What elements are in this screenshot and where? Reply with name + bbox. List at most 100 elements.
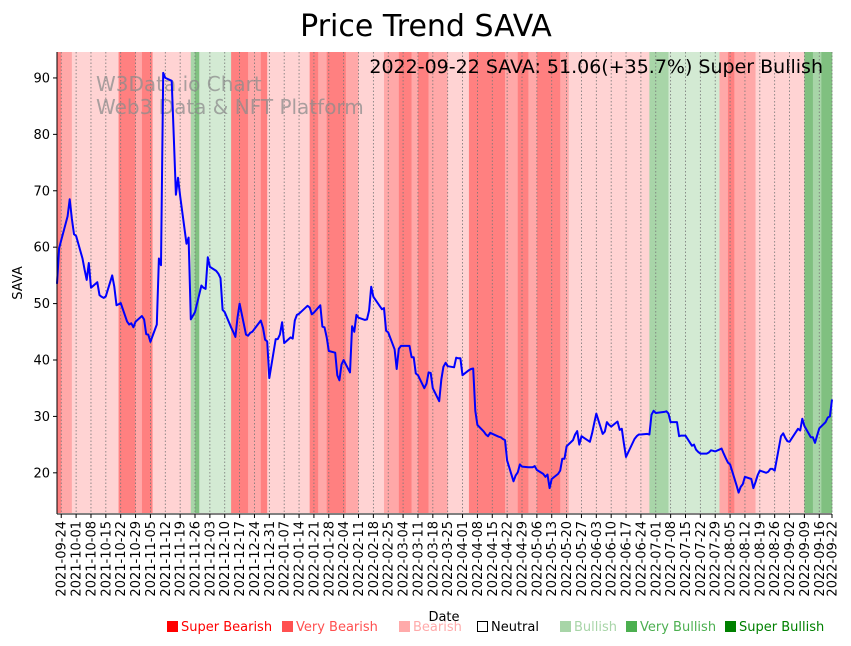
- sentiment-band-very-bearish: [141, 52, 153, 513]
- x-tick-label: 2022-08-05: [724, 521, 739, 597]
- very-bullish-swatch-icon: [626, 621, 637, 632]
- sentiment-band-bullish-light: [668, 52, 720, 513]
- sentiment-band-very-bearish: [237, 52, 249, 513]
- sentiment-band-bearish: [61, 52, 73, 513]
- sentiment-band-very-bearish: [260, 52, 268, 513]
- sentiment-band-very-bearish: [536, 52, 561, 513]
- sentiment-band-very-bullish: [804, 52, 814, 513]
- x-tick-label: 2022-07-01: [649, 521, 664, 597]
- y-ticks: 20 30 40 50 60 70 80 90: [33, 71, 57, 481]
- sentiment-band-very-bearish: [417, 52, 429, 513]
- sentiment-band-bearish: [734, 52, 756, 513]
- y-tick-label: 80: [33, 128, 50, 143]
- y-axis-label: SAVA: [11, 266, 26, 300]
- x-tick-label: 2022-03-04: [397, 521, 412, 597]
- sentiment-band-bullish: [649, 52, 669, 513]
- legend-label: Bullish: [574, 620, 618, 635]
- x-tick-label: 2022-07-08: [664, 521, 679, 597]
- x-tick-label: 2022-09-09: [798, 521, 813, 597]
- x-tick-label: 2022-08-12: [738, 521, 753, 597]
- watermark-line-2: Web3 Data & NFT Platform: [96, 95, 364, 119]
- x-tick-label: 2022-03-11: [411, 521, 426, 597]
- latest-price-annotation: 2022-09-22 SAVA: 51.06(+35.7%) Super Bul…: [369, 56, 823, 78]
- x-tick-label: 2022-04-15: [486, 521, 501, 597]
- legend-item-very-bullish: Very Bullish: [626, 620, 716, 635]
- super-bearish-swatch-icon: [167, 621, 178, 632]
- x-tick-label: 2022-09-22: [826, 521, 841, 597]
- legend-label: Neutral: [491, 620, 539, 635]
- sentiment-band-neutral-pink: [267, 52, 310, 513]
- sentiment-band-bearish: [383, 52, 400, 513]
- y-tick-label: 60: [33, 241, 50, 256]
- sentiment-band-bullish: [812, 52, 822, 513]
- x-axis-label: Date: [428, 610, 459, 625]
- x-tick-label: 2022-02-04: [337, 521, 352, 597]
- x-tick-label: 2022-09-16: [813, 521, 828, 597]
- sentiment-band-bearish: [428, 52, 448, 513]
- bullish-swatch-icon: [560, 621, 571, 632]
- sentiment-band-neutral-pink: [447, 52, 470, 513]
- x-tick-label: 2021-10-22: [114, 521, 129, 597]
- x-tick-label: 2021-11-26: [189, 521, 204, 597]
- x-tick-label: 2022-08-19: [753, 521, 768, 597]
- x-tick-label: 2021-12-17: [233, 521, 248, 597]
- watermark-line-1: W3Data.io Chart: [96, 72, 262, 96]
- sentiment-band-very-bearish: [398, 52, 412, 513]
- x-tick-label: 2021-10-01: [70, 521, 85, 597]
- x-tick-label: 2022-01-14: [293, 521, 308, 597]
- x-tick-label: 2022-01-28: [322, 521, 337, 597]
- sentiment-band-bullish-light: [199, 52, 232, 513]
- x-tick-label: 2022-04-22: [501, 521, 516, 597]
- legend-label: Super Bullish: [739, 620, 825, 635]
- y-tick-label: 40: [33, 354, 50, 369]
- vertical-gridlines: [60, 52, 833, 514]
- sentiment-band-very-bearish: [57, 52, 62, 513]
- sentiment-band-very-bearish: [326, 52, 347, 513]
- x-tick-label: 2022-05-06: [530, 521, 545, 597]
- x-tick-label: 2022-03-25: [441, 521, 456, 597]
- sentiment-band-bearish: [560, 52, 570, 513]
- x-tick-label: 2021-12-03: [203, 521, 218, 597]
- x-tick-label: 2022-04-08: [471, 521, 486, 597]
- x-tick-label: 2021-09-24: [55, 521, 70, 597]
- very-bearish-swatch-icon: [282, 621, 293, 632]
- sentiment-band-bullish: [190, 52, 196, 513]
- y-tick-label: 90: [33, 71, 50, 86]
- neutral-swatch-icon: [477, 621, 488, 632]
- sentiment-band-neutral-pink: [568, 52, 650, 513]
- x-tick-label: 2022-04-29: [516, 521, 531, 597]
- x-tick-label: 2022-04-01: [456, 521, 471, 597]
- x-tick-label: 2022-06-24: [634, 521, 649, 597]
- sentiment-band-bearish: [719, 52, 729, 513]
- x-tick-label: 2021-10-08: [84, 521, 99, 597]
- sentiment-band-neutral-pink: [358, 52, 385, 513]
- legend-label: Super Bearish: [181, 620, 273, 635]
- x-tick-label: 2022-08-26: [768, 521, 783, 597]
- sentiment-band-very-bearish: [468, 52, 506, 513]
- x-tick-label: 2022-06-17: [620, 521, 635, 597]
- y-tick-label: 50: [33, 297, 50, 312]
- x-tick-label: 2022-05-20: [560, 521, 575, 597]
- x-tick-label: 2022-02-11: [352, 521, 367, 597]
- sentiment-band-neutral-pink: [71, 52, 119, 513]
- sentiment-band-bearish: [318, 52, 327, 513]
- x-tick-label: 2022-01-21: [307, 521, 322, 597]
- sentiment-band-very-bearish: [231, 52, 238, 513]
- sentiment-band-very-bullish: [821, 52, 833, 513]
- x-tick-label: 2022-01-07: [278, 521, 293, 597]
- sentiment-band-bearish: [528, 52, 538, 513]
- x-tick-label: 2022-09-02: [783, 521, 798, 597]
- x-tick-label: 2022-02-18: [367, 521, 382, 597]
- x-tick-label: 2022-05-13: [545, 521, 560, 597]
- super-bullish-swatch-icon: [725, 621, 736, 632]
- sentiment-band-very-bearish: [309, 52, 319, 513]
- sentiment-band-bearish: [345, 52, 359, 513]
- sentiment-band-very-bearish: [517, 52, 529, 513]
- sentiment-band-bearish: [135, 52, 143, 513]
- x-tick-label: 2022-07-15: [679, 521, 694, 597]
- legend-item-very-bearish: Very Bearish: [282, 620, 378, 635]
- x-ticks: 2021-09-24 2021-10-01 2021-10-08 2021-10-15…: [55, 514, 841, 597]
- x-tick-label: 2021-10-29: [129, 521, 144, 597]
- x-tick-label: 2021-11-12: [159, 521, 174, 597]
